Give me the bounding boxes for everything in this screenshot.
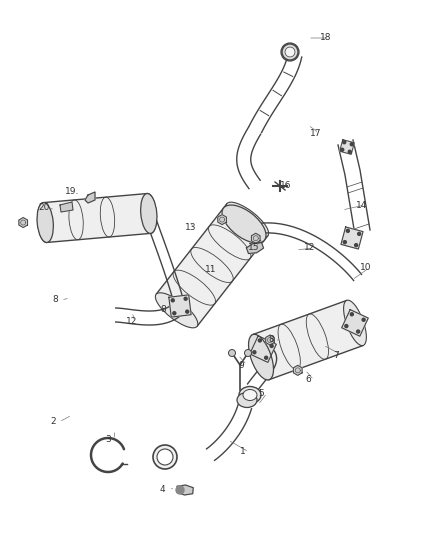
Polygon shape (341, 227, 363, 249)
Text: 5: 5 (258, 389, 264, 398)
Ellipse shape (281, 43, 299, 61)
Ellipse shape (248, 334, 273, 380)
Ellipse shape (250, 334, 272, 380)
Circle shape (258, 339, 261, 342)
Text: 13: 13 (185, 223, 197, 232)
Ellipse shape (243, 390, 257, 400)
Polygon shape (293, 365, 302, 375)
Circle shape (176, 486, 184, 494)
Circle shape (229, 350, 236, 357)
Circle shape (253, 351, 256, 354)
Text: 11: 11 (205, 265, 216, 274)
Polygon shape (339, 140, 354, 155)
Text: 8: 8 (160, 305, 166, 314)
Text: 10: 10 (360, 263, 371, 272)
Polygon shape (19, 217, 28, 228)
Ellipse shape (237, 392, 257, 408)
Text: 3: 3 (105, 435, 111, 445)
Circle shape (341, 148, 344, 151)
Text: 14: 14 (356, 200, 367, 209)
Text: 8: 8 (268, 335, 274, 344)
Text: 2: 2 (50, 417, 56, 426)
Text: 12: 12 (304, 244, 315, 253)
Text: 4: 4 (160, 486, 166, 495)
Ellipse shape (38, 203, 52, 243)
Circle shape (171, 299, 174, 302)
Polygon shape (266, 335, 274, 345)
Polygon shape (253, 301, 363, 379)
Polygon shape (218, 215, 226, 224)
Text: 6: 6 (305, 376, 311, 384)
Polygon shape (169, 295, 191, 317)
Circle shape (173, 312, 176, 314)
Ellipse shape (37, 203, 53, 243)
Text: 1: 1 (240, 448, 246, 456)
Polygon shape (156, 204, 268, 326)
Circle shape (345, 325, 348, 328)
Circle shape (186, 310, 189, 313)
Ellipse shape (239, 386, 261, 403)
Circle shape (362, 318, 365, 321)
Circle shape (270, 344, 273, 348)
Text: 18: 18 (320, 34, 332, 43)
Circle shape (350, 313, 353, 316)
Ellipse shape (285, 47, 295, 57)
Polygon shape (247, 243, 264, 254)
Circle shape (343, 240, 346, 244)
Circle shape (357, 330, 360, 333)
Text: 8: 8 (52, 295, 58, 304)
Circle shape (244, 350, 251, 357)
Ellipse shape (142, 193, 156, 233)
Polygon shape (342, 310, 368, 336)
Text: 20: 20 (38, 203, 49, 212)
Text: 15: 15 (248, 244, 259, 253)
Text: 16: 16 (280, 181, 292, 190)
Ellipse shape (343, 300, 366, 345)
Ellipse shape (157, 449, 173, 465)
Text: 9: 9 (238, 360, 244, 369)
Text: 7: 7 (333, 351, 339, 359)
Ellipse shape (141, 193, 157, 233)
Circle shape (355, 244, 358, 247)
Circle shape (358, 232, 360, 236)
Circle shape (348, 150, 351, 154)
Polygon shape (251, 233, 260, 243)
Circle shape (184, 297, 187, 300)
Ellipse shape (222, 205, 266, 243)
Circle shape (343, 141, 346, 144)
Circle shape (346, 229, 350, 232)
Ellipse shape (155, 293, 198, 328)
Polygon shape (43, 193, 151, 243)
Polygon shape (60, 202, 73, 212)
Text: 19: 19 (65, 188, 77, 197)
Ellipse shape (226, 202, 268, 237)
Text: 12: 12 (126, 318, 138, 327)
Ellipse shape (153, 445, 177, 469)
Polygon shape (250, 336, 276, 362)
Circle shape (350, 143, 353, 146)
Polygon shape (177, 485, 193, 495)
Polygon shape (85, 192, 95, 203)
Circle shape (265, 356, 268, 359)
Text: 17: 17 (310, 128, 321, 138)
